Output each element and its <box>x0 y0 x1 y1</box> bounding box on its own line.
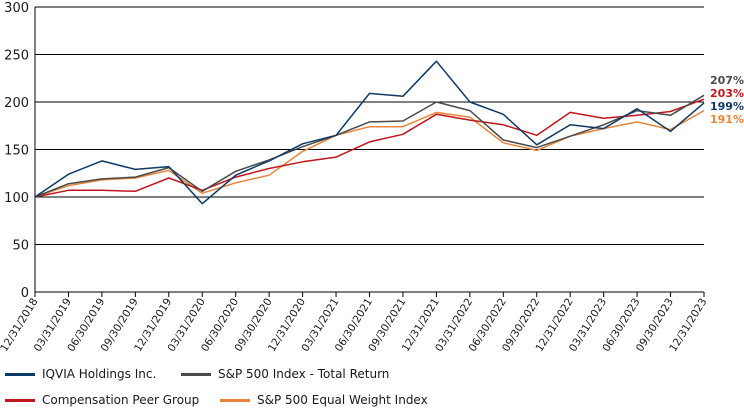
line-chart: 0 50 100 150 200 250 300 12/31/201803/31/20190… <box>0 1 744 354</box>
y-tick-label: 250 <box>4 49 29 64</box>
legend-swatch-sp500-equal-weight <box>220 398 250 402</box>
legend-label-peer-group: Compensation Peer Group <box>42 393 200 407</box>
legend-item-sp500-equal-weight: S&P 500 Equal Weight Index <box>220 393 428 407</box>
end-value-label: 191% <box>710 113 744 126</box>
end-value-label: 199% <box>710 100 744 113</box>
end-value-label: 207% <box>710 74 744 87</box>
legend-swatch-peer-group <box>5 398 35 402</box>
y-tick-label: 0 <box>21 286 29 301</box>
legend-label-iqvia: IQVIA Holdings Inc. <box>42 367 157 381</box>
series-line-1 <box>34 94 705 198</box>
y-tick-label: 200 <box>4 96 29 111</box>
legend-item-peer-group: Compensation Peer Group <box>5 393 199 407</box>
y-tick-label: 300 <box>4 1 29 16</box>
series-line-3 <box>34 109 705 198</box>
legend: IQVIA Holdings Inc. S&P 500 Index - Tota… <box>0 362 744 409</box>
x-axis-ticks: 12/31/201803/31/201906/30/201909/30/2019… <box>0 292 710 354</box>
y-axis-ticks: 0 50 100 150 200 250 300 <box>4 1 29 301</box>
y-tick-label: 100 <box>4 191 29 206</box>
legend-swatch-sp500 <box>181 372 211 376</box>
y-tick-label: 150 <box>4 144 29 159</box>
y-tick-label: 50 <box>12 239 29 254</box>
legend-swatch-iqvia <box>5 372 35 376</box>
legend-label-sp500-equal-weight: S&P 500 Equal Weight Index <box>257 393 428 407</box>
series-lines <box>34 60 705 205</box>
legend-item-iqvia: IQVIA Holdings Inc. <box>5 367 156 381</box>
end-value-label: 203% <box>710 87 744 100</box>
end-value-labels: 207%203%199%191% <box>710 74 744 126</box>
legend-item-sp500: S&P 500 Index - Total Return <box>181 367 389 381</box>
series-line-0 <box>34 60 705 205</box>
series-line-2 <box>34 98 705 198</box>
grid-lines <box>35 6 704 245</box>
legend-label-sp500: S&P 500 Index - Total Return <box>218 367 390 381</box>
